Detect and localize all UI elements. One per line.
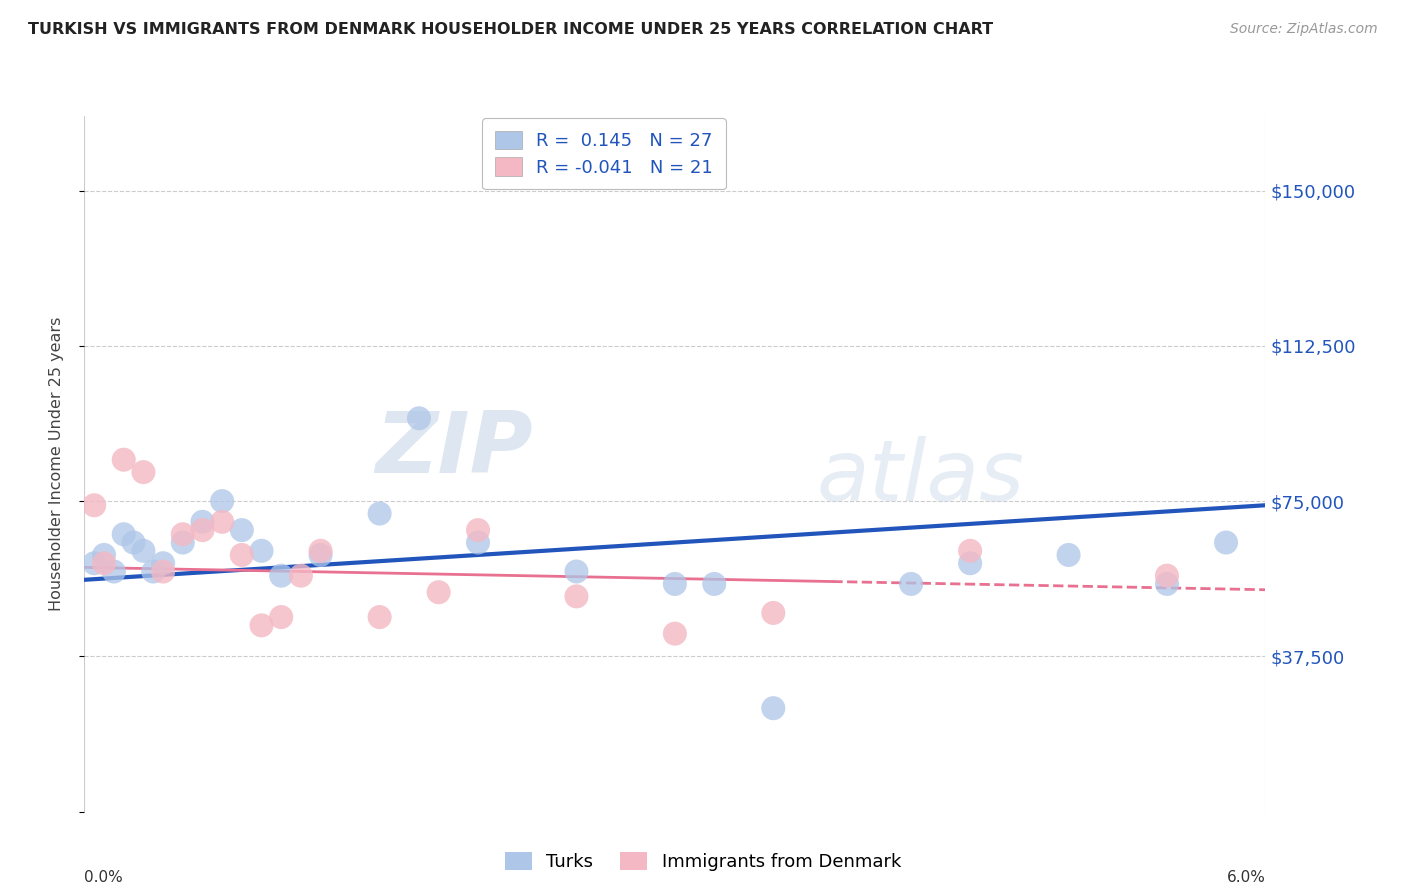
Text: 6.0%: 6.0%: [1226, 870, 1265, 885]
Point: [959, 544, 981, 558]
Point: [191, 515, 214, 529]
Point: [152, 565, 174, 579]
Point: [270, 568, 292, 582]
Point: [250, 544, 273, 558]
Point: [122, 535, 145, 549]
Text: 0.0%: 0.0%: [84, 870, 124, 885]
Point: [83, 498, 105, 512]
Point: [1215, 535, 1237, 549]
Point: [1156, 577, 1178, 591]
Point: [83, 556, 105, 570]
Point: [408, 411, 430, 425]
Point: [1057, 548, 1080, 562]
Point: [762, 701, 785, 715]
Y-axis label: Householder Income Under 25 years: Householder Income Under 25 years: [49, 317, 63, 611]
Point: [231, 548, 253, 562]
Legend: Turks, Immigrants from Denmark: Turks, Immigrants from Denmark: [498, 845, 908, 879]
Point: [959, 556, 981, 570]
Point: [112, 527, 135, 541]
Point: [309, 548, 332, 562]
Point: [467, 523, 489, 537]
Point: [664, 626, 686, 640]
Point: [132, 544, 155, 558]
Point: [1156, 568, 1178, 582]
Point: [231, 523, 253, 537]
Point: [703, 577, 725, 591]
Point: [250, 618, 273, 632]
Point: [467, 535, 489, 549]
Point: [93, 548, 115, 562]
Text: Source: ZipAtlas.com: Source: ZipAtlas.com: [1230, 22, 1378, 37]
Point: [142, 565, 165, 579]
Point: [900, 577, 922, 591]
Point: [427, 585, 450, 599]
Text: TURKISH VS IMMIGRANTS FROM DENMARK HOUSEHOLDER INCOME UNDER 25 YEARS CORRELATION: TURKISH VS IMMIGRANTS FROM DENMARK HOUSE…: [28, 22, 993, 37]
Point: [565, 590, 588, 604]
Text: atlas: atlas: [817, 436, 1025, 519]
Point: [191, 523, 214, 537]
Text: ZIP: ZIP: [375, 409, 533, 491]
Point: [290, 568, 312, 582]
Point: [368, 507, 391, 521]
Point: [93, 556, 115, 570]
Point: [132, 465, 155, 479]
Point: [211, 515, 233, 529]
Point: [112, 452, 135, 467]
Legend: R =  0.145   N = 27, R = -0.041   N = 21: R = 0.145 N = 27, R = -0.041 N = 21: [482, 118, 725, 189]
Point: [152, 556, 174, 570]
Point: [664, 577, 686, 591]
Point: [211, 494, 233, 508]
Point: [103, 565, 125, 579]
Point: [172, 535, 194, 549]
Point: [565, 565, 588, 579]
Point: [172, 527, 194, 541]
Point: [270, 610, 292, 624]
Point: [762, 606, 785, 620]
Point: [309, 544, 332, 558]
Point: [368, 610, 391, 624]
